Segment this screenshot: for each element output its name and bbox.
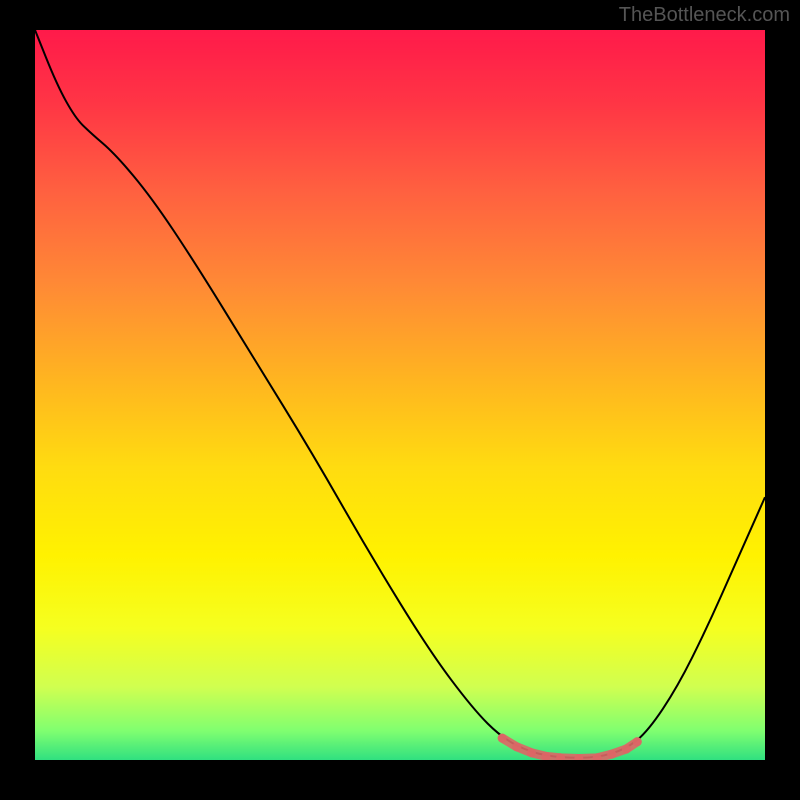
plot-area <box>35 30 765 760</box>
chart-container: TheBottleneck.com <box>0 0 800 800</box>
watermark-text: TheBottleneck.com <box>619 4 790 27</box>
bottom-highlight <box>498 734 642 760</box>
curve-layer <box>35 30 765 760</box>
bottleneck-curve <box>35 30 765 758</box>
